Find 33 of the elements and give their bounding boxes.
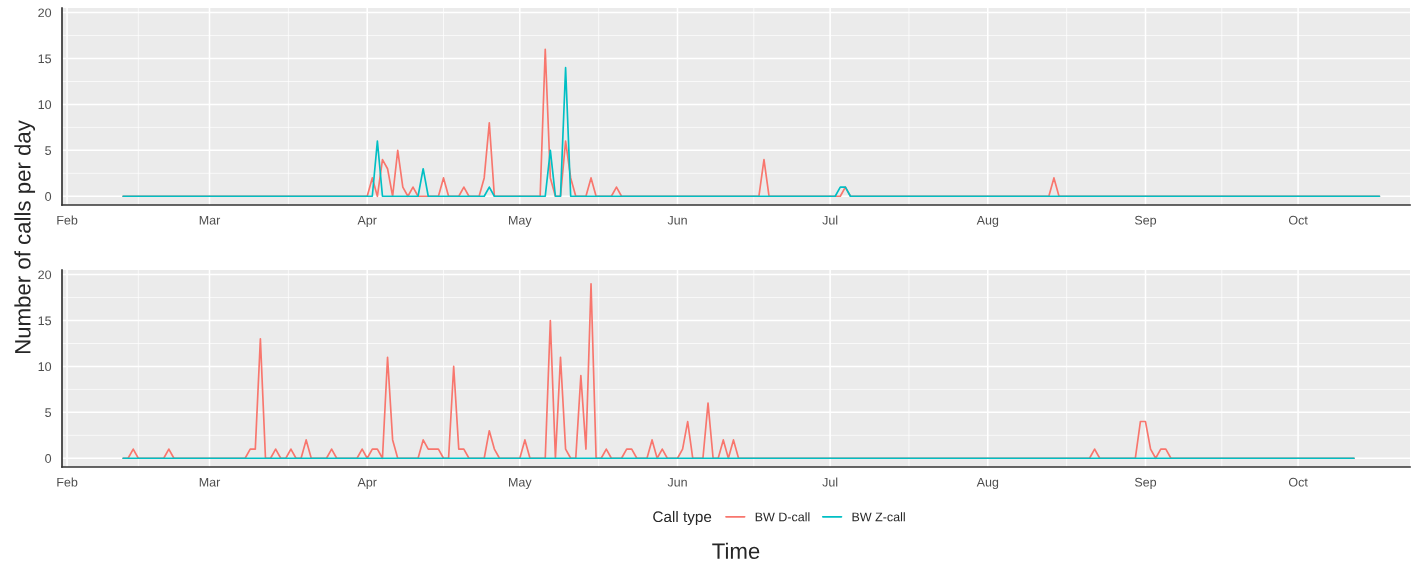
x-tick-label: May	[509, 215, 532, 228]
x-tick-label: Jul	[822, 215, 838, 225]
y-tick-label: 0	[45, 454, 52, 463]
y-tick-label: 10	[38, 362, 52, 372]
x-tick-label: Aug	[976, 477, 999, 490]
x-axis-title: Time	[712, 542, 760, 559]
x-tick-label: Sep	[1134, 477, 1157, 490]
legend-label: BW Z-call	[852, 512, 905, 522]
y-axis-title: Number of calls per day	[14, 120, 36, 353]
y-tick-label: 15	[38, 54, 52, 64]
x-tick-label: Feb	[57, 477, 78, 487]
legend-title: Call type	[653, 510, 712, 526]
y-tick-label: 0	[45, 192, 52, 201]
y-tick-label: 10	[38, 100, 52, 110]
y-tick-label: 15	[38, 316, 52, 326]
y-tick-label: 20	[38, 270, 52, 280]
x-tick-label: Jun	[667, 477, 687, 487]
x-tick-label: Mar	[199, 215, 221, 225]
x-tick-label: Apr	[357, 215, 377, 228]
y-tick-label: 5	[45, 146, 52, 156]
x-tick-label: Feb	[57, 215, 78, 225]
x-tick-label: Jun	[667, 215, 687, 225]
x-tick-label: Mar	[199, 477, 221, 487]
legend-label: BW D-call	[755, 512, 810, 522]
y-tick-label: 20	[38, 8, 52, 18]
x-tick-label: May	[509, 477, 532, 490]
x-tick-label: Sep	[1134, 215, 1157, 228]
x-tick-label: Oct	[1288, 215, 1308, 225]
x-tick-label: Apr	[357, 477, 377, 490]
x-tick-label: Jul	[822, 477, 838, 487]
y-tick-label: 5	[45, 408, 52, 418]
x-tick-label: Oct	[1288, 477, 1308, 487]
x-tick-label: Aug	[976, 215, 999, 228]
